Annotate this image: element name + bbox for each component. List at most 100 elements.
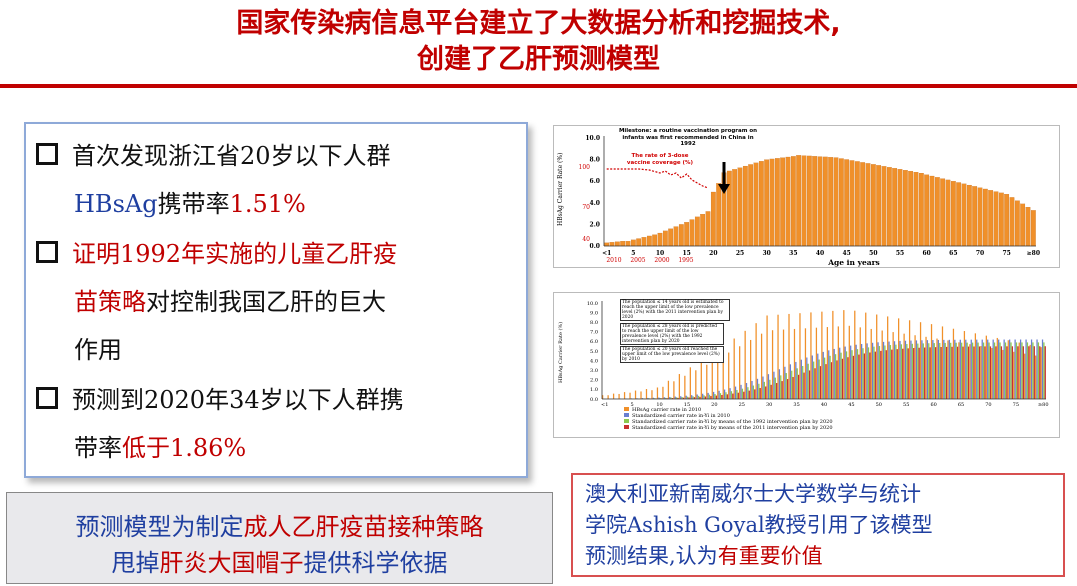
chart2-bars <box>602 310 1046 399</box>
chart1-bar <box>700 214 706 247</box>
chart2-bar <box>1011 346 1014 399</box>
chart2-bar <box>945 346 948 399</box>
chart1-bar <box>678 224 684 247</box>
chart2-bar <box>1013 351 1015 399</box>
chart1-bar <box>684 222 690 247</box>
chart2-bar <box>1026 342 1029 399</box>
chart1-bar <box>620 241 626 247</box>
chart1-bar <box>929 175 935 247</box>
chart1-arrow-head <box>718 184 730 194</box>
chart2-bar <box>739 346 741 399</box>
chart1-bar <box>844 159 850 247</box>
chart2-bar <box>825 364 827 399</box>
chart2-bar <box>755 323 757 399</box>
chart2-bar <box>851 350 853 399</box>
chart2-bar <box>896 349 898 399</box>
chart2-bar <box>1015 342 1018 399</box>
chart2-bar <box>988 342 990 399</box>
chart2-bar <box>937 339 940 399</box>
chart2-bar <box>944 342 946 399</box>
chart2-bar <box>981 339 983 399</box>
chart1-coverage-line <box>606 168 709 189</box>
chart1-bar <box>849 160 855 247</box>
chart2-bar <box>780 375 782 399</box>
chart2-y-tick: 8.0 <box>590 320 598 326</box>
chart1-y-ticks: 0.0 2.0 4.0 6.0 8.0 10.0 <box>585 135 600 250</box>
chart1-coverage-tick: 70 <box>582 204 590 211</box>
findings-panel: 首次发现浙江省20岁以下人群 HBsAg携带率1.51% 证明1992年实施的儿… <box>24 122 528 478</box>
chart2-bar <box>760 333 763 399</box>
chart2-legend-label: Standardized carrier rate in-Yi by means… <box>632 419 833 425</box>
chart2-bar <box>618 393 620 399</box>
chart2-bar <box>774 377 776 399</box>
chart2-bar <box>663 397 665 399</box>
chart2-bar <box>686 396 689 399</box>
chart2-bar <box>670 397 672 399</box>
chart2-bar <box>826 327 829 399</box>
chart1-bar <box>689 219 695 247</box>
chart2-bar <box>1006 346 1008 399</box>
chart2-bar <box>645 389 648 399</box>
chart2-bar <box>1043 342 1045 399</box>
chart2-bar <box>821 311 823 399</box>
chart2-bar <box>747 387 749 399</box>
chart2-bar <box>848 325 850 399</box>
chart2-bar <box>740 384 742 399</box>
chart2-bar <box>743 391 745 399</box>
chart2-bar <box>681 397 683 399</box>
chart2-bar <box>803 372 805 399</box>
finding-1-text-2: 携带率 <box>157 190 230 218</box>
citation-line-2: 学院Ashish Goyal教授引用了该模型 <box>585 513 933 537</box>
chart1-bar <box>801 155 807 247</box>
chart2-bar <box>877 342 879 399</box>
chart1-bar <box>940 178 946 247</box>
chart1-bar <box>876 165 882 247</box>
title-line1: 国家传染病信息平台建立了大数据分析和挖掘技术, <box>236 8 841 39</box>
chart2-bar <box>777 314 779 399</box>
chart2-bar <box>715 395 718 399</box>
chart2-bar <box>737 392 739 399</box>
chart2-x-ticks: <1 5 10 15 20 25 30 35 40 45 50 55 60 65 70 75 ≥80 <box>601 402 1048 408</box>
chart2-bar <box>987 339 989 399</box>
chart1-bars <box>604 155 1036 247</box>
chart2-bar <box>1024 353 1026 399</box>
chart2-bar <box>785 373 787 399</box>
chart1-year-tick: 2010 <box>606 257 621 264</box>
chart2-bar <box>797 374 800 399</box>
chart2-x-tick: 25 <box>739 402 745 408</box>
chart2-bar <box>969 344 971 399</box>
chart1-bar <box>668 228 674 247</box>
chart2-bar <box>876 314 878 399</box>
chart2-bar <box>991 347 993 399</box>
chart2-bar <box>659 397 661 399</box>
chart2-bar <box>925 336 927 399</box>
chart1-bar <box>924 174 930 247</box>
chart2-bar <box>880 350 882 399</box>
chart2-bar <box>691 395 693 399</box>
chart2-bar <box>928 343 930 399</box>
conclusion-line-2: 甩掉肝炎大国帽子提供科学依据 <box>111 549 448 577</box>
chart2-bar <box>870 328 872 399</box>
chart2-y-tick: 9.0 <box>590 310 598 316</box>
chart2-legend-swatch <box>624 407 629 411</box>
chart2-bar <box>1004 342 1007 399</box>
chart2-bar <box>808 370 811 399</box>
chart2-bar <box>932 340 934 399</box>
chart2-bar <box>837 326 839 399</box>
chart2-bar <box>693 397 696 399</box>
chart2-bar <box>866 343 868 399</box>
chart1-x-tick: 5 <box>631 250 635 257</box>
title-divider <box>0 84 1077 88</box>
chart2-bar <box>652 397 654 399</box>
chart2-bar <box>706 364 708 399</box>
chart2-bar <box>815 327 818 399</box>
chart2-bar <box>867 347 870 399</box>
chart2-bar <box>796 368 798 399</box>
chart2-bar <box>792 376 794 399</box>
chart2-bar <box>939 342 941 399</box>
chart2-bar <box>725 392 727 399</box>
chart2-bar <box>959 339 961 399</box>
chart2-bar <box>854 310 856 399</box>
chart1-x-tick: 60 <box>922 250 930 257</box>
chart1-y-tick: 0.0 <box>590 243 600 250</box>
